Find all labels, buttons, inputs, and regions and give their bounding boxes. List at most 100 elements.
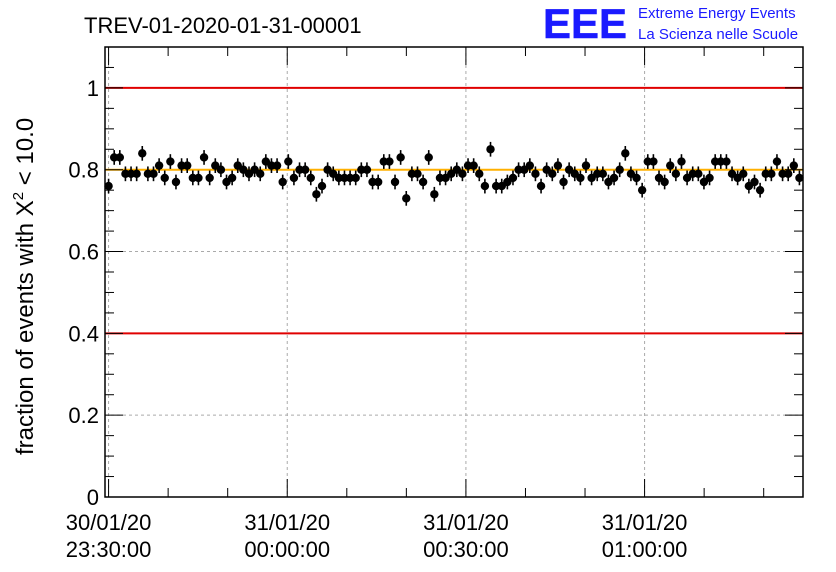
point-marker [171,177,181,187]
x-tick-time: 00:00:00 [244,537,330,562]
data-point [637,182,647,198]
x-tick-time: 00:30:00 [423,537,509,562]
data-point [767,166,776,182]
logo-mark: EEE [543,0,627,47]
point-marker [705,173,714,183]
y-tick-label: 0.8 [68,158,99,183]
eee-logo: EEE Extreme Energy Events La Scienza nel… [543,0,798,47]
data-point [649,154,658,169]
data-point [385,154,394,169]
y-tick-label: 0.4 [68,321,99,346]
data-point [615,162,624,178]
data-point [789,158,799,173]
data-point [666,158,675,173]
data-point [531,166,540,182]
point-marker [227,173,237,183]
point-marker [205,173,214,183]
data-point [284,154,293,169]
data-point [160,170,169,186]
point-marker [671,169,681,179]
data-point [739,166,748,182]
data-point [525,158,535,173]
point-marker [385,157,394,166]
point-marker [166,157,175,166]
data-point [256,166,265,182]
y-axis-label-tail: < 10.0 [12,118,39,192]
point-marker [289,173,299,183]
point-marker [621,149,630,158]
data-point [205,170,214,186]
data-point [632,170,641,186]
y-axis-label-chi: X [12,200,39,216]
point-marker [413,169,422,179]
point-marker [199,153,209,162]
point-marker [396,153,405,162]
x-tick-date: 30/01/20 [66,510,152,535]
point-marker [138,149,147,158]
point-marker [783,169,793,179]
point-marker [609,173,619,183]
point-marker [469,161,478,170]
data-point [312,186,321,202]
data-point [424,150,433,165]
point-marker [615,165,624,174]
logo-line-2: La Scienza nelle Scuole [638,26,798,43]
point-marker [660,177,669,187]
point-marker [183,161,192,170]
point-marker [312,190,321,199]
point-marker [149,169,158,179]
point-marker [418,177,428,187]
data-point [396,150,405,165]
point-marker [789,161,799,170]
data-point [115,150,125,165]
data-point [508,170,518,186]
data-point [469,158,478,173]
point-marker [390,177,400,187]
y-tick-labels: 0 0.2 0.4 0.6 0.8 1 [68,76,99,510]
reference-lines [105,86,803,335]
data-point [458,166,467,182]
x-tick-date: 31/01/20 [602,510,688,535]
grid [105,47,803,498]
point-marker [632,173,641,183]
y-tick-label: 0.2 [68,403,99,428]
point-marker [402,194,411,203]
data-point [300,162,310,178]
data-point [154,158,164,173]
point-marker [508,173,518,183]
data-point [351,170,360,186]
point-marker [581,161,591,170]
data-point [149,166,158,182]
data-point [289,170,299,186]
point-marker [256,169,265,179]
point-marker [637,185,647,195]
point-marker [553,161,563,170]
point-marker [750,177,759,187]
point-marker [722,157,731,166]
data-point [430,186,439,202]
point-marker [362,165,372,174]
point-marker [278,177,287,187]
point-marker [486,145,495,154]
point-marker [216,165,226,174]
data-point [475,166,484,182]
point-marker [104,181,113,191]
point-marker [300,165,310,174]
x-tick-date: 31/01/20 [423,510,509,535]
data-point [576,170,585,186]
point-marker [458,169,467,179]
data-point [621,146,630,161]
data-point [486,141,495,157]
point-marker [536,181,546,191]
plot-frame [104,46,804,498]
point-marker [649,157,658,166]
y-tick-label: 1 [87,76,99,101]
point-marker [531,169,540,179]
data-point [216,162,226,178]
point-marker [430,190,439,199]
point-marker [666,161,675,170]
data-point [138,146,147,161]
point-marker [115,153,125,162]
data-point [362,162,372,178]
